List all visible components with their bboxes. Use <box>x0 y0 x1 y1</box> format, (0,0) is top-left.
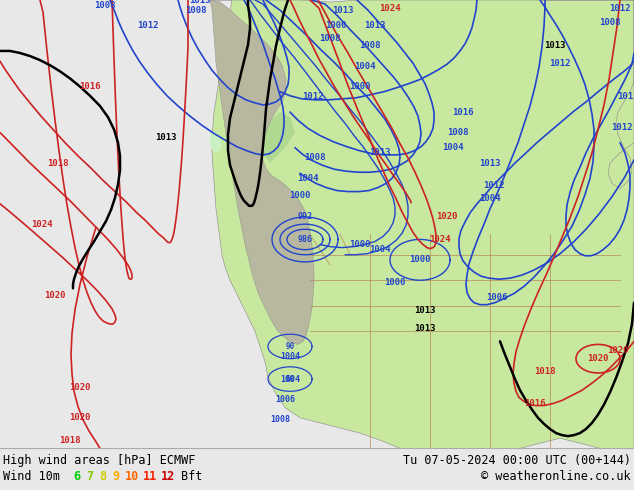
Text: 1000: 1000 <box>349 82 371 91</box>
Text: 1020: 1020 <box>607 346 629 355</box>
Text: 1008: 1008 <box>270 416 290 424</box>
Text: 1012: 1012 <box>609 3 631 13</box>
Text: 1012: 1012 <box>483 181 505 190</box>
Text: 1000: 1000 <box>325 21 347 30</box>
Text: 12: 12 <box>161 470 175 483</box>
Text: 90: 90 <box>285 342 295 351</box>
Text: 1018: 1018 <box>59 436 81 445</box>
Text: 1012: 1012 <box>549 59 571 68</box>
Text: Tu 07-05-2024 00:00 UTC (00+144): Tu 07-05-2024 00:00 UTC (00+144) <box>403 454 631 467</box>
Text: 1020: 1020 <box>69 383 91 392</box>
Text: 1012: 1012 <box>302 92 324 101</box>
Text: 1024: 1024 <box>31 220 53 229</box>
Text: 1004: 1004 <box>479 194 501 203</box>
Text: 1020: 1020 <box>44 291 66 300</box>
Text: 1013: 1013 <box>544 41 566 50</box>
Text: High wind areas [hPa] ECMWF: High wind areas [hPa] ECMWF <box>3 454 195 467</box>
Text: 1004: 1004 <box>280 352 300 361</box>
Text: 1013: 1013 <box>414 323 436 333</box>
Text: 1013: 1013 <box>155 133 177 142</box>
Text: 1004: 1004 <box>354 62 376 71</box>
Text: 1012: 1012 <box>611 123 633 132</box>
Text: 1016: 1016 <box>79 82 101 91</box>
Text: 9: 9 <box>112 470 119 483</box>
Polygon shape <box>210 0 314 344</box>
Text: 11: 11 <box>143 470 157 483</box>
Text: 1013: 1013 <box>369 148 391 157</box>
Text: 1008: 1008 <box>447 128 469 137</box>
Text: 1013: 1013 <box>479 159 501 168</box>
Text: 8: 8 <box>99 470 106 483</box>
Text: 1024: 1024 <box>429 235 451 244</box>
Text: Bft: Bft <box>181 470 202 483</box>
Text: 1020: 1020 <box>69 413 91 422</box>
Text: 6: 6 <box>73 470 80 483</box>
Text: 1013: 1013 <box>190 0 210 4</box>
Text: 1012: 1012 <box>137 21 158 30</box>
Polygon shape <box>540 0 634 189</box>
Text: 986: 986 <box>297 235 313 244</box>
Text: 1013: 1013 <box>332 6 354 15</box>
Text: 1004: 1004 <box>280 374 300 384</box>
Text: 1008: 1008 <box>304 153 326 163</box>
Text: 1000: 1000 <box>349 240 371 249</box>
Polygon shape <box>210 132 222 153</box>
Text: 1006: 1006 <box>275 395 295 404</box>
Text: 10: 10 <box>125 470 139 483</box>
Text: 1008: 1008 <box>320 34 340 43</box>
Text: 1018: 1018 <box>48 159 68 168</box>
Text: © weatheronline.co.uk: © weatheronline.co.uk <box>481 470 631 483</box>
Text: 1013: 1013 <box>414 306 436 315</box>
Text: Wind 10m: Wind 10m <box>3 470 60 483</box>
Text: 7: 7 <box>86 470 93 483</box>
Text: 1000: 1000 <box>384 278 406 287</box>
Text: 1020: 1020 <box>436 212 458 220</box>
Text: 1015: 1015 <box>618 92 634 101</box>
Text: 1016: 1016 <box>452 108 474 117</box>
Text: 1008: 1008 <box>599 18 621 27</box>
Text: 1008: 1008 <box>359 41 381 50</box>
Text: 1000: 1000 <box>289 191 311 200</box>
Text: 60: 60 <box>285 374 295 384</box>
Text: 1004: 1004 <box>443 143 463 152</box>
Text: 1024: 1024 <box>379 3 401 13</box>
Text: 1000: 1000 <box>410 255 430 264</box>
Text: 1020: 1020 <box>587 354 609 363</box>
Text: 1004: 1004 <box>369 245 391 254</box>
Text: 1004: 1004 <box>297 174 319 183</box>
Text: 1008: 1008 <box>185 6 207 15</box>
Polygon shape <box>260 112 295 163</box>
Text: 1018: 1018 <box>534 368 556 376</box>
Text: 1006: 1006 <box>486 293 508 302</box>
Text: 992: 992 <box>297 212 313 220</box>
Text: 1016: 1016 <box>524 399 546 408</box>
Polygon shape <box>210 0 634 448</box>
Text: 1008: 1008 <box>94 0 116 10</box>
Text: 1013: 1013 <box>365 21 385 30</box>
